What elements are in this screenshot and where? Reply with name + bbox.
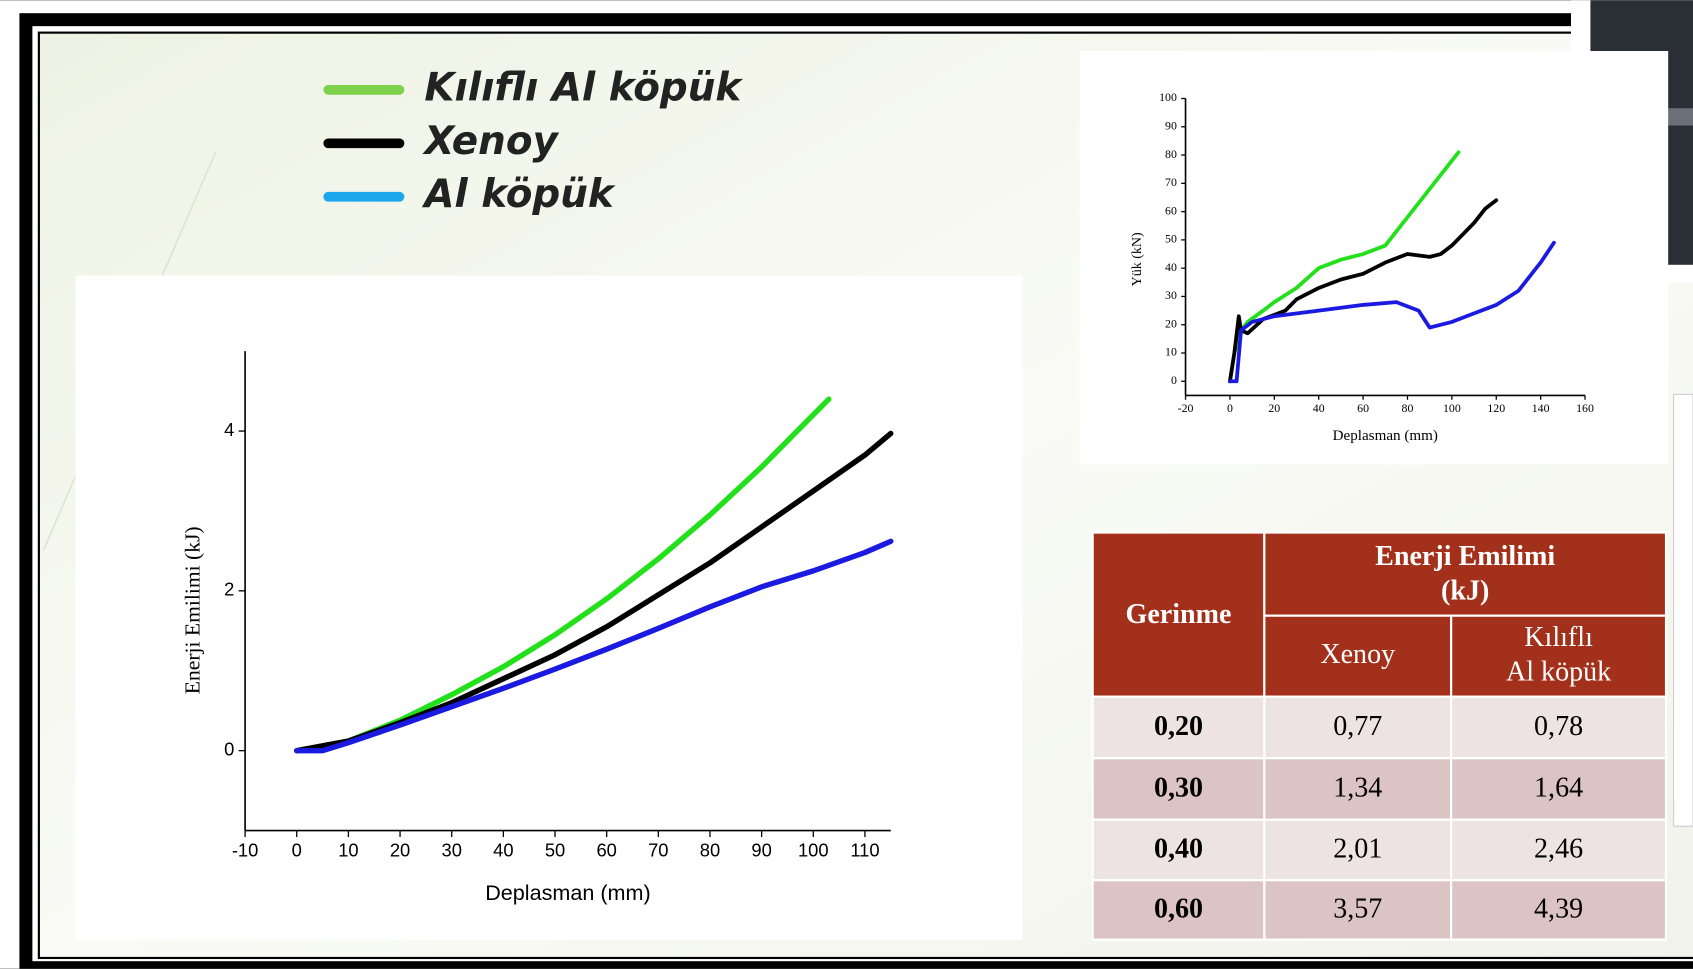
x-tick-label: 40 bbox=[1313, 401, 1325, 415]
x-tick-label: 20 bbox=[1268, 401, 1280, 415]
x-tick-label: 80 bbox=[700, 840, 720, 861]
table-text: 0,20 bbox=[1154, 711, 1203, 742]
y-tick-label: 10 bbox=[1165, 345, 1177, 359]
table-text: 4,39 bbox=[1534, 893, 1583, 924]
x-tick-label: 0 bbox=[292, 840, 302, 861]
x-tick-label: 100 bbox=[798, 840, 829, 861]
y-tick-label: 4 bbox=[224, 419, 234, 440]
x-axis-title: Deplasman (mm) bbox=[485, 880, 650, 905]
x-tick-label: 30 bbox=[442, 840, 462, 861]
y-tick-label: 0 bbox=[224, 738, 234, 759]
table-text: Xenoy bbox=[1320, 639, 1395, 670]
x-tick-label: 110 bbox=[850, 840, 879, 861]
table-text: 0,30 bbox=[1154, 772, 1203, 803]
table-text: Kılıflı bbox=[1524, 622, 1593, 653]
x-tick-label: 100 bbox=[1443, 401, 1461, 415]
x-tick-label: 70 bbox=[648, 840, 668, 861]
x-tick-label: 20 bbox=[390, 840, 410, 861]
y-tick-label: 2 bbox=[224, 579, 234, 600]
table-text: Enerji Emilimi bbox=[1375, 541, 1555, 572]
x-tick-label: 90 bbox=[751, 840, 771, 861]
y-tick-label: 50 bbox=[1165, 232, 1177, 246]
y-tick-label: 30 bbox=[1165, 288, 1177, 302]
x-tick-label: 50 bbox=[545, 840, 565, 861]
x-tick-label: 140 bbox=[1532, 401, 1550, 415]
x-tick-label: 120 bbox=[1487, 401, 1505, 415]
table-text: 0,60 bbox=[1154, 893, 1203, 924]
y-tick-label: 60 bbox=[1165, 203, 1177, 217]
table-text: Al köpük bbox=[1506, 656, 1612, 687]
x-tick-label: 80 bbox=[1402, 401, 1414, 415]
table-text: 2,46 bbox=[1534, 834, 1583, 865]
legend-label: Xenoy bbox=[422, 119, 559, 164]
table-text: 3,57 bbox=[1333, 893, 1382, 924]
slide: GerinmeEnerji Emilimi(kJ)XenoyKılıflıAl … bbox=[0, 0, 1693, 969]
table-text: Gerinme bbox=[1126, 599, 1232, 630]
x-tick-label: 160 bbox=[1576, 401, 1594, 415]
side-panel bbox=[1674, 394, 1693, 826]
x-tick-label: 40 bbox=[493, 840, 513, 861]
x-tick-label: -20 bbox=[1178, 401, 1194, 415]
table-text: 2,01 bbox=[1333, 834, 1382, 865]
y-tick-label: 90 bbox=[1165, 118, 1177, 132]
page: GerinmeEnerji Emilimi(kJ)XenoyKılıflıAl … bbox=[0, 0, 1693, 969]
x-tick-label: 0 bbox=[1227, 401, 1233, 415]
x-tick-label: 10 bbox=[338, 840, 358, 861]
y-tick-label: 70 bbox=[1165, 175, 1177, 189]
table-text: 1,34 bbox=[1333, 772, 1382, 803]
x-tick-label: -10 bbox=[232, 840, 259, 861]
table-text: (kJ) bbox=[1441, 575, 1489, 606]
legend-label: Al köpük bbox=[421, 172, 616, 217]
y-tick-label: 40 bbox=[1165, 260, 1177, 274]
y-tick-label: 80 bbox=[1165, 147, 1177, 161]
table-text: 1,64 bbox=[1534, 772, 1583, 803]
table: Gerinme Enerji Emilimi(kJ) Xenoy KılıflıAl … bbox=[1093, 533, 1666, 940]
y-tick-label: 100 bbox=[1159, 90, 1177, 104]
y-tick-label: 20 bbox=[1165, 316, 1177, 330]
x-axis-title: Deplasman (mm) bbox=[1333, 428, 1438, 444]
table-text: 0,40 bbox=[1154, 834, 1203, 865]
y-tick-label: 0 bbox=[1171, 373, 1177, 387]
legend-label: Kılıflı Al köpük bbox=[424, 65, 743, 110]
y-axis-title: Enerji Emilimi (kJ) bbox=[180, 526, 204, 694]
table-text: 0,78 bbox=[1534, 711, 1583, 742]
x-tick-label: 60 bbox=[596, 840, 616, 861]
table-text: 0,77 bbox=[1333, 711, 1382, 742]
y-axis-title: Yük (kN) bbox=[1129, 232, 1145, 286]
x-tick-label: 60 bbox=[1357, 401, 1369, 415]
